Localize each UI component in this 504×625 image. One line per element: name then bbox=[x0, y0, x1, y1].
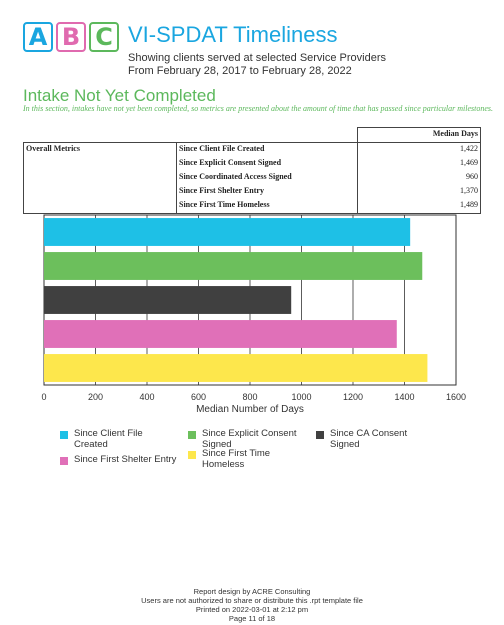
x-axis-label: Median Number of Days bbox=[196, 404, 304, 415]
x-tick-label: 0 bbox=[41, 392, 46, 402]
row-label: Since Explicit Consent Signed bbox=[179, 158, 282, 167]
x-tick-label: 1200 bbox=[343, 392, 363, 402]
table-row: Since First Time Homeless 1,489 bbox=[24, 199, 481, 214]
legend-item-first-shelter-entry: Since First Shelter Entry bbox=[60, 454, 176, 465]
row-label: Since Client File Created bbox=[179, 144, 265, 153]
x-tick-label: 800 bbox=[242, 392, 257, 402]
legend-label: Since Client File Created bbox=[74, 428, 143, 450]
x-tick-label: 600 bbox=[191, 392, 206, 402]
column-header-median-days: Median Days bbox=[357, 127, 481, 143]
logo-letter-b: B bbox=[56, 22, 86, 52]
legend-swatch bbox=[60, 431, 68, 439]
bar-0 bbox=[44, 218, 411, 246]
row-label: Since Coordinated Access Signed bbox=[179, 172, 292, 181]
legend-label: Since CA Consent Signed bbox=[330, 428, 408, 450]
legend-item-ca-consent-signed: Since CA Consent Signed bbox=[316, 428, 407, 450]
bar-3 bbox=[44, 320, 397, 348]
footer-page-number: Page 11 of 18 bbox=[228, 614, 276, 623]
x-tick-label: 1600 bbox=[446, 392, 466, 402]
legend-item-first-time-homeless: Since First Time Homeless bbox=[188, 448, 270, 470]
bar-2 bbox=[44, 286, 292, 314]
row-label: Since First Time Homeless bbox=[176, 199, 358, 214]
legend-swatch bbox=[188, 431, 196, 439]
abc-logo: A B C bbox=[23, 22, 119, 52]
group-label: Overall Metrics bbox=[23, 142, 177, 214]
logo-letter-a: A bbox=[23, 22, 53, 52]
legend-item-explicit-consent-signed: Since Explicit Consent Signed bbox=[188, 428, 297, 450]
table-row: Since Explicit Consent Signed 1,469 bbox=[24, 157, 481, 171]
table-header-row: Median Days bbox=[23, 127, 481, 143]
section-description: In this section, intakes have not yet be… bbox=[23, 104, 493, 113]
subtitle-line-date-range: From February 28, 2017 to February 28, 2… bbox=[128, 65, 352, 77]
x-tick-label: 400 bbox=[139, 392, 154, 402]
report-subtitle: Showing clients served at selected Servi… bbox=[128, 52, 386, 78]
x-tick-label: 1400 bbox=[394, 392, 414, 402]
footer-design-credit: Report design by ACRE Consulting bbox=[193, 587, 311, 596]
legend-swatch bbox=[316, 431, 324, 439]
table-row: Overall Metrics Since Client File Create… bbox=[23, 142, 481, 214]
footer-printed-timestamp: Printed on 2022-03-01 at 2:12 pm bbox=[195, 605, 309, 614]
row-value: 1,422 bbox=[357, 142, 481, 157]
x-tick-label: 1000 bbox=[291, 392, 311, 402]
logo-letter-c: C bbox=[89, 22, 119, 52]
bar-4 bbox=[44, 354, 428, 382]
report-title: VI-SPDAT Timeliness bbox=[128, 22, 338, 47]
row-value: 960 bbox=[357, 171, 481, 185]
footer-distribution-notice: Users are not authorized to share or dis… bbox=[141, 596, 363, 605]
table-row: Since Coordinated Access Signed 960 bbox=[24, 171, 481, 185]
legend-item-client-file-created: Since Client File Created bbox=[60, 428, 143, 450]
median-days-bar-chart: 0 200 400 600 800 1000 1200 1400 1600 Median Num… bbox=[41, 214, 466, 415]
legend-label: Since First Time Homeless bbox=[202, 448, 271, 470]
row-label: Since First Shelter Entry bbox=[179, 186, 264, 195]
metrics-table: Median Days Overall Metrics Since Client… bbox=[23, 127, 481, 214]
legend-swatch bbox=[60, 457, 68, 465]
section-heading: Intake Not Yet Completed bbox=[23, 86, 216, 105]
legend-swatch bbox=[188, 451, 196, 459]
report-footer: Report design by ACRE Consulting Users a… bbox=[0, 587, 504, 623]
row-value: 1,469 bbox=[357, 157, 481, 171]
bar-1 bbox=[44, 252, 423, 280]
subtitle-line-providers: Showing clients served at selected Servi… bbox=[128, 52, 387, 64]
legend-label: Since Explicit Consent Signed bbox=[202, 428, 297, 450]
x-tick-label: 200 bbox=[88, 392, 103, 402]
legend-label: Since First Shelter Entry bbox=[74, 454, 177, 465]
row-value: 1,489 bbox=[357, 199, 481, 214]
table-row: Since First Shelter Entry 1,370 bbox=[24, 185, 481, 199]
row-value: 1,370 bbox=[357, 185, 481, 199]
